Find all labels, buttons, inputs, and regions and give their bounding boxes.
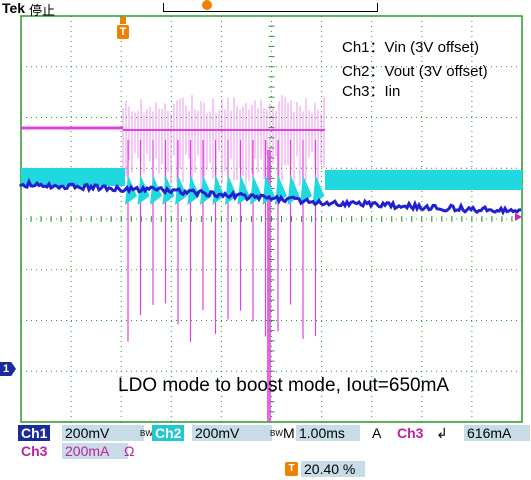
ch2-scale[interactable]: 200mV (192, 425, 272, 441)
record-trigger-icon (202, 0, 212, 12)
ch2-ripple (200, 175, 212, 205)
trigger-source[interactable]: Ch3 (397, 425, 424, 441)
ch2-ripple (312, 175, 325, 205)
ch1-trace (21, 95, 522, 422)
legend-ch2: Ch2：Vout (3V offset) (342, 63, 488, 80)
ch2-ripple (250, 175, 262, 205)
ch1-indicator[interactable]: Ch1 (18, 425, 51, 441)
ch3-termination-icon: Ω (124, 443, 135, 459)
trigger-position-badge-icon: T (285, 462, 298, 476)
ch1-ground-marker (0, 362, 16, 376)
ch1-scale[interactable]: 200mV (62, 425, 144, 441)
ch2-bandwidth-icon: BW (270, 429, 283, 438)
ch2-indicator[interactable]: Ch2 (152, 425, 185, 441)
legend-ch3: Ch3：Iin (342, 83, 401, 100)
timebase-scale[interactable]: 1.00ms (296, 425, 360, 441)
trigger-level-marker (515, 213, 522, 221)
graticule-grid (20, 15, 523, 423)
ch3-scale[interactable]: 200mA (62, 443, 128, 459)
ch1-trigger-edge (267, 150, 271, 422)
ch3-indicator[interactable]: Ch3 (18, 443, 51, 459)
legend-ch1: Ch1：Vin (3V offset) (342, 39, 480, 56)
trigger-slope-icon: ↲ (436, 425, 448, 441)
ch1-ground-marker-label: 1 (3, 363, 10, 375)
trigger-position-icon: T (117, 17, 129, 39)
record-view-bar (163, 3, 378, 12)
ch3-trace-line (19, 177, 522, 216)
timebase-label: M (283, 425, 295, 441)
acquisition-coupling: A (372, 425, 382, 441)
ch2-ripple (225, 175, 237, 205)
trigger-position-value[interactable]: 20.40 % (301, 461, 365, 477)
ch3-trace (19, 177, 522, 216)
ch1-bandwidth-icon: BW (140, 429, 153, 438)
brand-label: Tek (2, 0, 26, 16)
annotation-text: LDO mode to boost mode, Iout=650mA (118, 375, 450, 396)
ch2-band-ldo (21, 168, 125, 186)
ch2-band-boost (325, 170, 522, 190)
trigger-level[interactable]: 616mA (464, 425, 530, 441)
ch2-ripple (212, 175, 225, 205)
run-state-label: 停止 (29, 3, 56, 18)
ch2-ripple (300, 175, 312, 205)
